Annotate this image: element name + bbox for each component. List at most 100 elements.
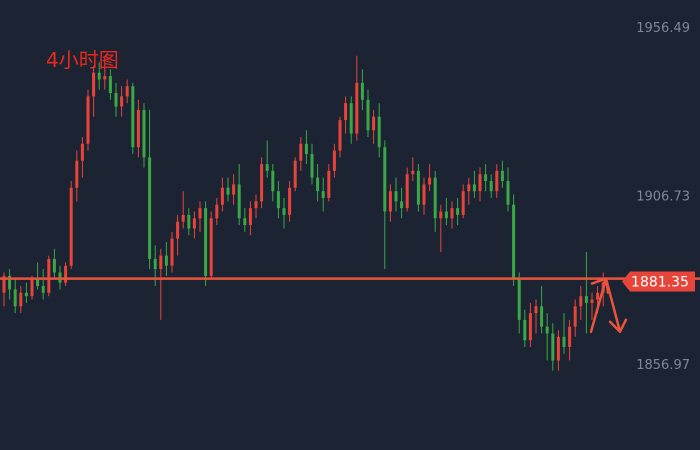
candle xyxy=(243,208,247,232)
arrow-down-line xyxy=(604,277,622,333)
candle xyxy=(248,201,252,236)
candle-body xyxy=(254,201,258,209)
candle xyxy=(517,272,521,334)
candle-body xyxy=(148,157,152,259)
candle xyxy=(198,201,202,232)
candle xyxy=(366,89,370,138)
candle xyxy=(422,177,426,215)
candle xyxy=(86,89,90,151)
candle-body xyxy=(30,279,34,297)
candle xyxy=(260,157,264,209)
candle-body xyxy=(444,211,448,219)
candle xyxy=(36,262,40,290)
candle xyxy=(478,167,482,202)
candle xyxy=(400,187,404,219)
candle xyxy=(159,248,163,320)
candle-body xyxy=(467,184,471,192)
candle xyxy=(187,208,191,236)
candle-body xyxy=(489,181,493,192)
candle-body xyxy=(338,120,342,151)
candle xyxy=(299,137,303,171)
candle-body xyxy=(97,72,101,80)
candle xyxy=(405,167,409,212)
candle-body xyxy=(125,86,129,97)
candle-body xyxy=(366,99,370,131)
candle xyxy=(439,204,443,253)
candle xyxy=(377,103,381,158)
candle xyxy=(372,109,376,144)
candle-body xyxy=(2,275,6,293)
candle xyxy=(344,96,348,134)
candle-body xyxy=(181,214,185,222)
candle-body xyxy=(332,150,336,171)
candle-body xyxy=(243,218,247,226)
candle xyxy=(69,181,73,270)
candle xyxy=(19,286,23,314)
candle xyxy=(41,269,45,300)
candle-body xyxy=(8,275,12,290)
candle-body xyxy=(562,336,566,347)
candle-body xyxy=(540,306,544,327)
candle xyxy=(164,241,168,276)
candle-body xyxy=(153,258,157,270)
candle-body xyxy=(170,238,174,266)
candle xyxy=(288,181,292,222)
candle-body xyxy=(271,170,275,192)
candle xyxy=(282,197,286,229)
candle xyxy=(131,82,135,154)
candle-body xyxy=(568,326,572,347)
candle-body xyxy=(103,76,107,80)
candle xyxy=(148,109,152,270)
candle xyxy=(428,164,432,192)
candle-body xyxy=(484,174,488,182)
candle xyxy=(176,214,180,256)
candle-body xyxy=(92,72,96,97)
candle-body xyxy=(41,286,45,293)
candle-body xyxy=(551,333,555,361)
candle xyxy=(47,255,51,297)
candle-body xyxy=(282,208,286,215)
candle-body xyxy=(495,170,499,192)
candle xyxy=(226,177,230,202)
candle xyxy=(232,174,236,205)
candle-body xyxy=(573,306,577,327)
candle-body xyxy=(372,116,376,131)
candle xyxy=(461,184,465,219)
candle-body xyxy=(198,208,202,219)
candle-body xyxy=(80,143,84,161)
candle xyxy=(500,160,504,188)
candle xyxy=(416,164,420,212)
candle-body xyxy=(232,184,236,195)
candle xyxy=(562,313,566,354)
candle xyxy=(97,62,101,90)
candle xyxy=(534,299,538,334)
candle xyxy=(304,130,308,165)
candle xyxy=(8,269,12,300)
candle-body xyxy=(472,184,476,192)
candle xyxy=(523,309,527,347)
candle-body xyxy=(506,181,510,205)
candle-body xyxy=(316,177,320,192)
candle-body xyxy=(400,201,404,209)
candle-body xyxy=(159,255,163,270)
candle-body xyxy=(293,160,297,188)
candle-body xyxy=(327,170,331,198)
candle-body xyxy=(456,208,460,215)
candle-body xyxy=(321,191,325,198)
candle-body xyxy=(24,292,28,297)
y-tick-label: 1956.49 xyxy=(636,21,690,36)
candle-body xyxy=(411,170,415,175)
candle xyxy=(360,69,364,110)
candle xyxy=(394,177,398,212)
candle-body xyxy=(265,164,269,171)
candle-body xyxy=(344,103,348,121)
candle xyxy=(13,279,17,314)
candle-body xyxy=(69,187,73,266)
candle-body xyxy=(556,336,560,361)
candle-body xyxy=(405,174,409,209)
candle xyxy=(484,164,488,192)
candle-body xyxy=(13,289,17,307)
candle xyxy=(220,177,224,212)
candle xyxy=(568,319,572,361)
